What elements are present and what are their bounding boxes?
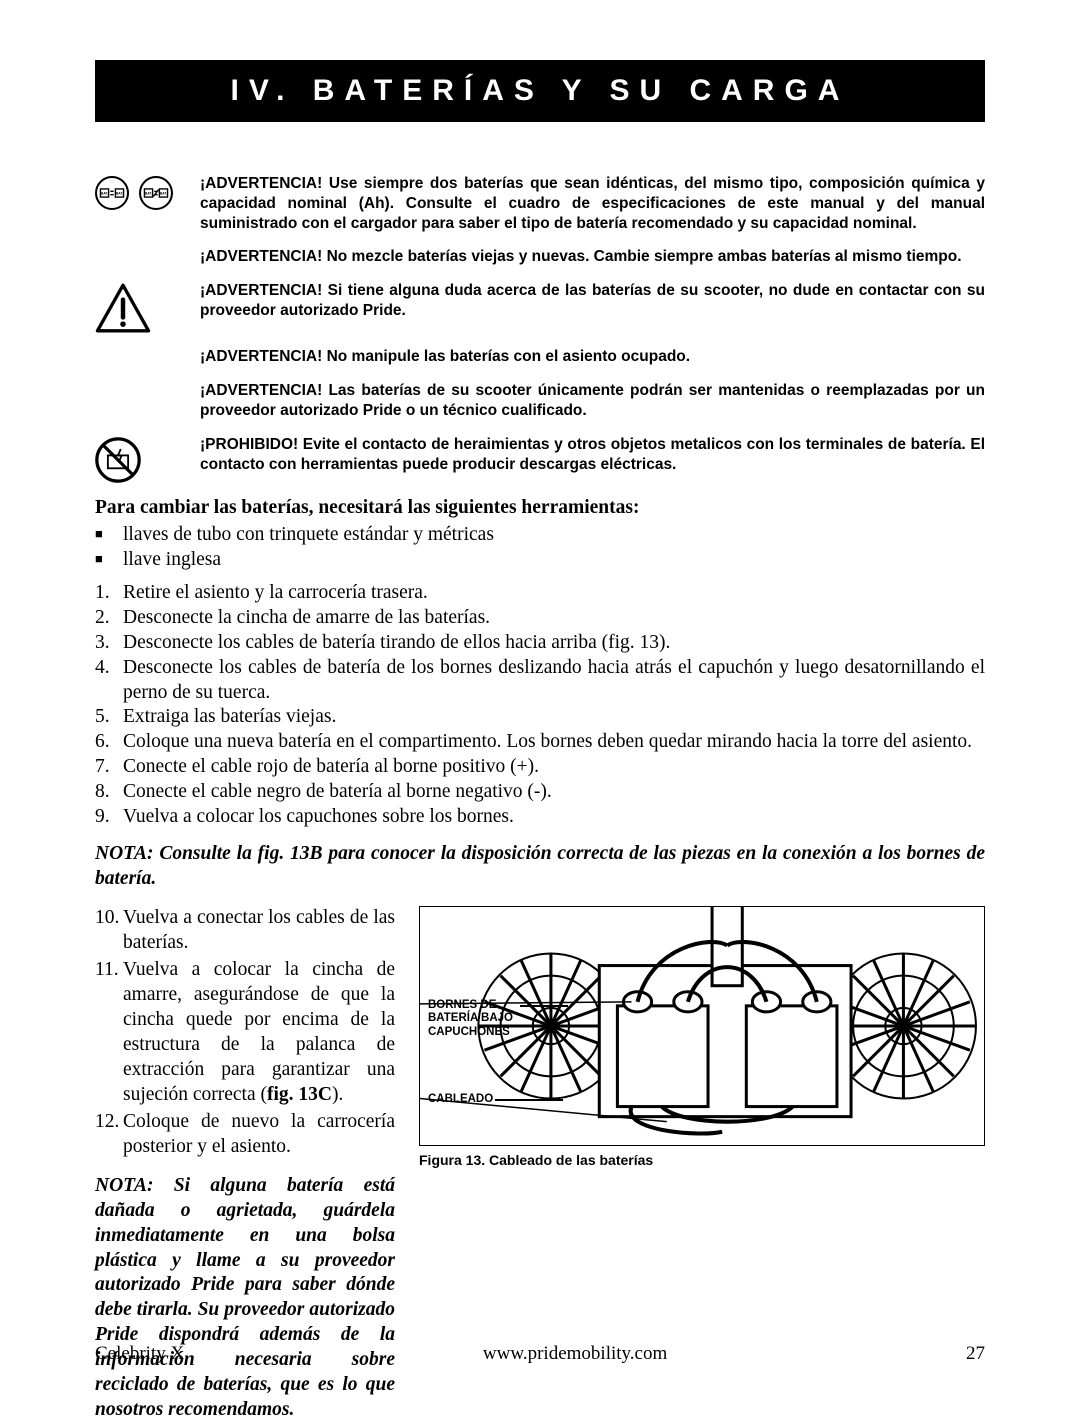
footer-right: 27	[966, 1343, 985, 1365]
footer-center: www.pridemobility.com	[483, 1343, 667, 1365]
list-item: Coloque de nuevo la carrocería posterior…	[95, 1110, 395, 1160]
warning-icon	[95, 281, 200, 333]
warning-row: ¡PROHIBIDO! Evite el contacto de heraimi…	[95, 435, 985, 483]
list-item: Coloque una nueva batería en el comparti…	[95, 730, 985, 755]
list-item: llaves de tubo con trinquete estándar y …	[95, 523, 985, 548]
list-item: Vuelva a conectar los cables de las bate…	[95, 906, 395, 956]
list-item: llave inglesa	[95, 548, 985, 573]
list-item: Retire el asiento y la carrocería traser…	[95, 581, 985, 606]
list-item: Vuelva a colocar la cincha de amarre, as…	[95, 958, 395, 1108]
section-title: IV. BATERÍAS Y SU CARGA	[95, 60, 985, 122]
svg-text:BAT.: BAT.	[101, 192, 109, 196]
warning-text: ¡ADVERTENCIA! Use siempre dos baterías q…	[200, 174, 985, 233]
warning-row: ¡ADVERTENCIA! No mezcle baterías viejas …	[95, 247, 985, 267]
steps-list-continued: Vuelva a conectar los cables de las bate…	[95, 906, 395, 1160]
svg-text:BAT.: BAT.	[145, 192, 153, 196]
list-item: Vuelva a colocar los capuchones sobre lo…	[95, 805, 985, 830]
page-footer: Celebrity X www.pridemobility.com 27	[95, 1343, 985, 1365]
batteries-equal-icon: BAT. BAT.	[95, 176, 129, 210]
list-item: Conecte el cable negro de batería al bor…	[95, 780, 985, 805]
warnings-block: BAT. BAT. BAT. BAT. ¡ADVERTENCIA! Use si…	[95, 174, 985, 483]
warning-triangle-icon	[95, 283, 151, 333]
warning-text: ¡PROHIBIDO! Evite el contacto de heraimi…	[200, 435, 985, 475]
list-item: Desconecte los cables de batería tirando…	[95, 631, 985, 656]
warning-row: ¡ADVERTENCIA! Si tiene alguna duda acerc…	[95, 281, 985, 333]
list-item: Desconecte la cincha de amarre de las ba…	[95, 606, 985, 631]
svg-text:BAT.: BAT.	[160, 192, 168, 196]
figure-frame: BORNES DE BATERÍA BAJO CAPUCHONES CABLEA…	[419, 906, 985, 1146]
note-text: NOTA: Consulte la fig. 13B para conocer …	[95, 842, 985, 892]
page: IV. BATERÍAS Y SU CARGA BAT. BAT.	[0, 0, 1080, 1397]
warning-row: BAT. BAT. BAT. BAT. ¡ADVERTENCIA! Use si…	[95, 174, 985, 233]
warning-text: ¡ADVERTENCIA! Si tiene alguna duda acerc…	[200, 281, 985, 321]
note-text: NOTA: Si alguna batería está dañada o ag…	[95, 1174, 395, 1423]
warning-text: ¡ADVERTENCIA! No mezcle baterías viejas …	[200, 247, 985, 267]
figure: BORNES DE BATERÍA BAJO CAPUCHONES CABLEA…	[419, 906, 985, 1168]
warning-row: ¡ADVERTENCIA! No manipule las baterías c…	[95, 347, 985, 367]
footer-left: Celebrity X	[95, 1343, 184, 1365]
warning-text: ¡ADVERTENCIA! No manipule las baterías c…	[200, 347, 985, 367]
steps-list: Retire el asiento y la carrocería traser…	[95, 581, 985, 831]
warning-row: ¡ADVERTENCIA! Las baterías de su scooter…	[95, 381, 985, 421]
list-item: Desconecte los cables de batería de los …	[95, 656, 985, 706]
list-item: Conecte el cable rojo de batería al born…	[95, 755, 985, 780]
list-item: Extraiga las baterías viejas.	[95, 705, 985, 730]
warning-icon	[95, 435, 200, 483]
batteries-notequal-icon: BAT. BAT.	[139, 176, 173, 210]
figure-caption: Figura 13. Cableado de las baterías	[419, 1152, 985, 1168]
warning-text: ¡ADVERTENCIA! Las baterías de su scooter…	[200, 381, 985, 421]
figure-label: CABLEADO	[428, 1093, 493, 1106]
tools-heading: Para cambiar las baterías, necesitará la…	[95, 497, 985, 519]
svg-text:BAT.: BAT.	[116, 192, 124, 196]
tools-list: llaves de tubo con trinquete estándar y …	[95, 523, 985, 573]
figure-label: BORNES DE BATERÍA BAJO CAPUCHONES	[428, 999, 513, 1039]
prohibited-icon	[95, 437, 141, 483]
warning-icon: BAT. BAT. BAT. BAT.	[95, 174, 200, 210]
